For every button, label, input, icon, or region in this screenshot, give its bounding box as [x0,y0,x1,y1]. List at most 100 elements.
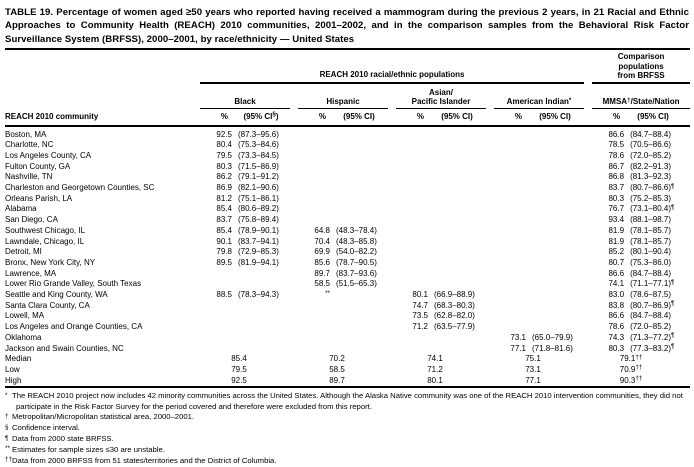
american_indian-pct-cell [494,126,526,141]
mmsa-pct-cell: 78.5 [608,140,625,150]
hispanic-ci-cell [330,290,396,301]
american_indian-ci-cell [526,258,592,269]
asian-pct-cell [396,172,428,183]
mmsa-pct-cell: 78.6 [608,322,625,332]
american_indian-pct-cell: 73.1 [510,332,526,342]
comparison-populations-span-header: Comparison populations from BRFSS [592,49,691,84]
mmsa-pct-cell: 86.6 [608,268,625,278]
black-pct-cell: 89.5 [216,257,232,267]
mmsa-ci-cell: (73.1–80.4)¶ [630,203,675,214]
american_indian-ci-cell [526,269,592,280]
black-pct-cell: 79.5 [216,150,232,160]
black-ci-cell: (81.9–94.1) [238,257,279,267]
asian-ci-cell [428,172,494,183]
mmsa-ci-cell: (82.2–91.3) [630,161,671,171]
table-row: Alabama 85.4 (80.6–89.2) 76.7 (73.1–80.4)¶ [5,204,690,215]
american_indian-pct-cell [494,279,526,290]
hispanic-pct-cell [298,311,330,322]
american_indian-ci-cell [526,140,592,151]
black-pct-cell: 92.5 [216,129,232,139]
community-cell: Fulton County, GA [5,161,71,171]
black-pct-cell: 86.2 [216,172,232,182]
footnote-marker: * [5,391,8,399]
black-ci-cell: (83.7–94.1) [238,236,279,246]
asian-ci-cell [428,258,494,269]
hispanic-pct-cell: ** [325,289,330,297]
mmsa-pct-cell: 86.8 [608,172,625,182]
group-label-mmsa-state-nation: MMSA†/State/Nation [592,93,691,109]
table-row: Jackson and Swain Counties, NC 77.1 (71.8–… [5,343,690,355]
community-cell: Orleans Parish, LA [5,193,73,203]
hispanic-ci-cell [330,215,396,226]
mmsa-ci-header: (95% CI) [624,108,691,127]
asian-pct-cell: 80.1 [412,290,428,300]
black-pct-header: % [200,108,232,127]
hispanic-pct-cell [298,333,330,344]
mmsa-ci-cell: (77.3–83.2)¶ [630,343,675,353]
black-ci-cell: (75.8–89.4) [238,215,279,225]
american_indian-pct-cell [494,183,526,194]
hispanic-ci-cell: (83.7–93.6) [336,268,377,278]
american_indian-ci-cell [526,162,592,173]
mmsa-pct-cell: 76.7 [608,204,625,214]
black-pct-cell: 85.4 [216,204,232,214]
hispanic-pct-cell: 64.8 [314,225,330,235]
asian-ci-cell [428,269,494,280]
footnote-marker: § [5,423,9,431]
american_indian-pct-cell [494,162,526,173]
footnote: † Metropolitan/Micropolitan statistical a… [5,412,195,422]
asian-ci-cell [428,194,494,205]
american_indian-ci-cell [526,301,592,312]
hispanic-pct-cell: 69.9 [314,247,330,257]
black-ci-cell: (75.3–84.6) [238,140,279,150]
black-ci-cell: (75.1–86.1) [238,193,279,203]
asian-pct-cell [396,194,428,205]
mmsa-pct-cell: 74.3 [608,332,625,342]
table-row: Santa Clara County, CA 74.7 (68.3–80.3) 83.… [5,301,690,312]
asian-ci-cell [428,204,494,215]
american-indian-ci-header: (95% CI) [526,108,593,127]
black-pct-cell: 80.3 [216,161,232,171]
hispanic-summary-cell: 58.5 [329,364,345,374]
hispanic-ci-cell [330,311,396,322]
community-cell: Los Angeles County, CA [5,150,92,160]
hispanic-pct-cell [298,194,330,205]
asian-ci-cell [428,333,494,344]
american_indian-pct-cell [494,247,526,258]
asian-pct-cell: 74.7 [412,300,428,310]
mmsa-ci-cell: (80.1–90.4) [630,247,671,257]
hispanic-pct-cell [298,215,330,226]
hispanic-ci-cell [330,322,396,333]
hispanic-pct-cell: 58.5 [314,279,330,289]
community-cell: San Diego, CA [5,215,58,225]
black-pct-cell [200,333,232,344]
asian-pct-cell [396,279,428,290]
asian-pct-cell [396,140,428,151]
group-header-hispanic: Hispanic [298,84,396,109]
hispanic-pct-cell [298,172,330,183]
american_indian-pct-cell: 77.1 [510,343,526,353]
table-row: Boston, MA 92.5 (87.3–95.6) 86.6 (84.7–88.4) [5,126,690,141]
black-pct-cell [200,344,232,355]
mmsa-pct-cell: 80.7 [608,257,625,267]
black-ci-cell [232,279,298,290]
summary-label-cell: High [5,375,22,385]
mmsa-pct-cell: 86.6 [608,311,625,321]
mmsa-ci-cell: (80.7–86.9)¶ [630,300,675,310]
black-ci-cell: (80.6–89.2) [238,204,279,214]
asian-pct-header: % [396,108,428,127]
header-group-row: Black Hispanic Asian/ Pacific Islander A… [5,84,691,109]
hispanic-summary-cell: 70.2 [329,354,345,364]
hispanic-pct-cell [298,151,330,162]
black-pct-cell [200,322,232,333]
community-cell: Oklahoma [5,332,42,342]
asian-pct-cell [396,269,428,280]
asian-ci-cell [428,279,494,290]
table-row: Nashville, TN 86.2 (79.1–91.2) 86.8 (81.3–92… [5,172,690,183]
black-ci-cell [232,344,298,355]
table-row: Lawrence, MA 89.7 (83.7–93.6) 86.6 (84.7–88.… [5,269,690,280]
american_indian-pct-cell [494,172,526,183]
header-spacer [5,84,200,109]
mmsa-summary-cell: 79.1†† [619,353,643,364]
asian-pct-cell [396,183,428,194]
